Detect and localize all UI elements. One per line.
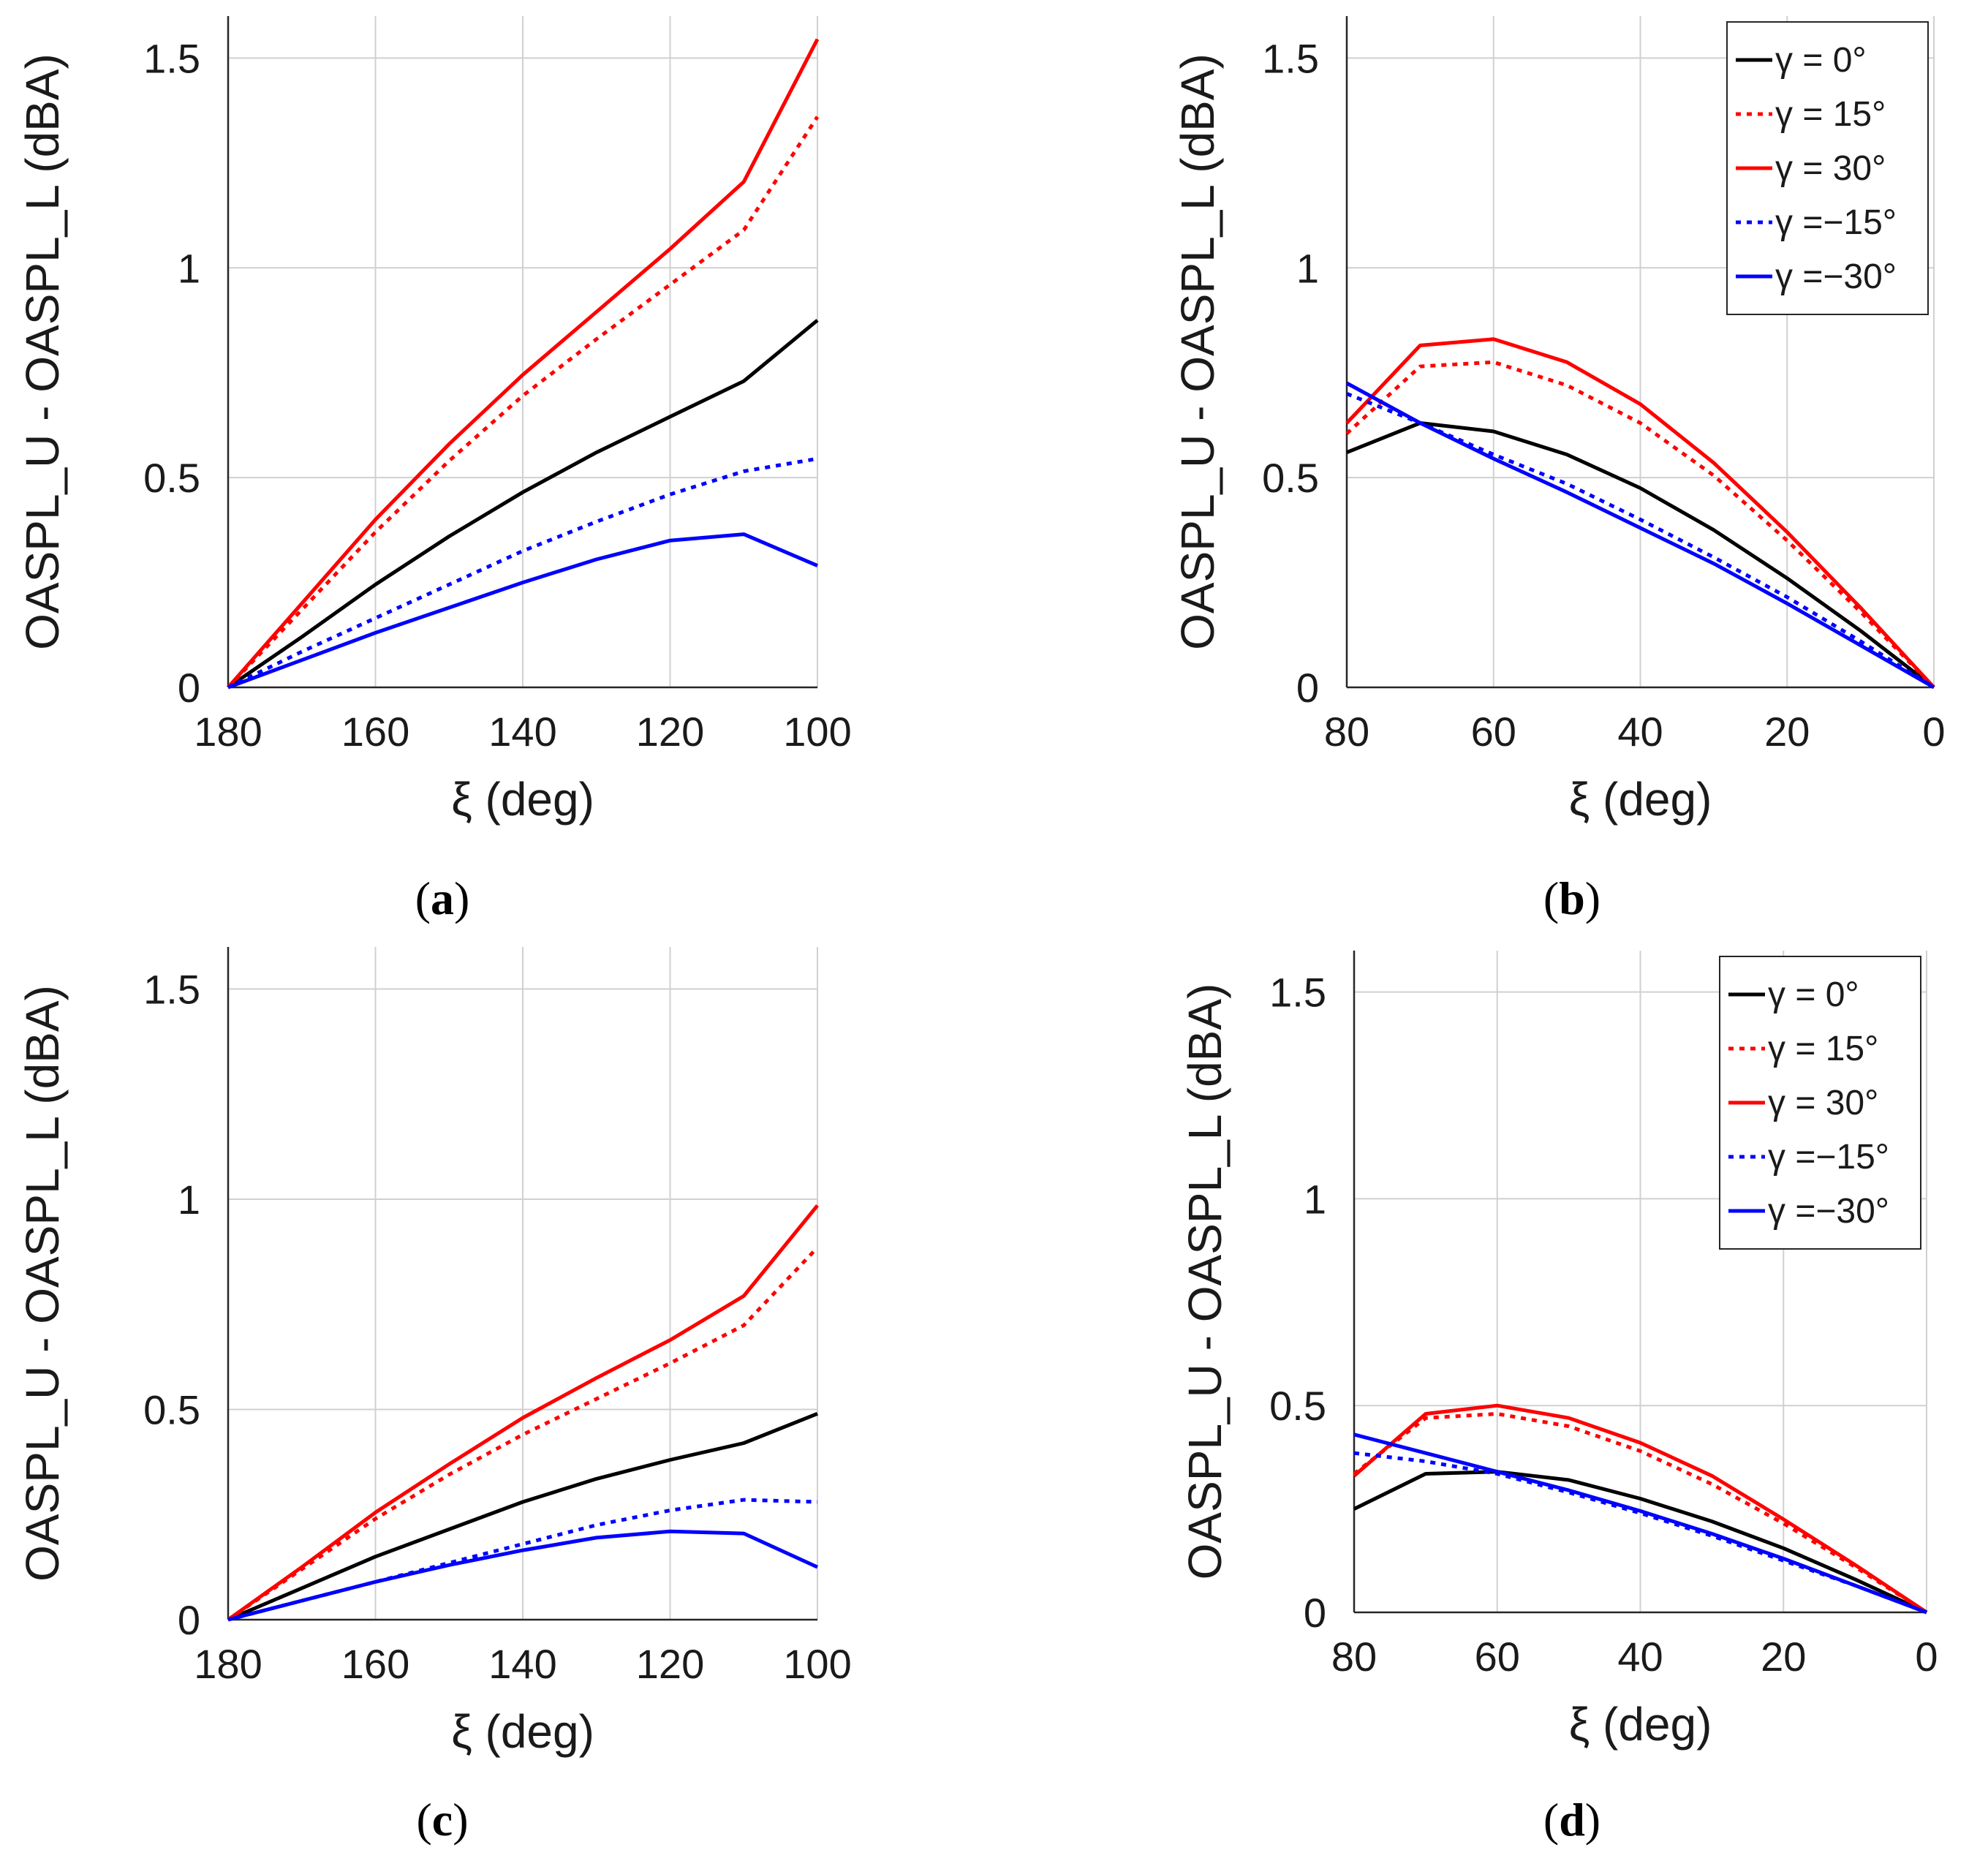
x-tick-label: 180 (194, 1641, 262, 1687)
x-axis-label: ξ (deg) (1569, 773, 1712, 826)
x-tick-label: 60 (1475, 1634, 1520, 1680)
y-axis-label: OASPL_U - OASPL_L (dBA) (1179, 983, 1231, 1580)
panel-label: (c) (416, 1794, 468, 1846)
legend-label: γ = 15° (1768, 1030, 1878, 1068)
panel-label: (a) (415, 872, 470, 924)
legend-label: γ =−15° (1768, 1138, 1889, 1177)
y-tick-label: 0.5 (143, 455, 200, 501)
series-line (227, 532, 818, 690)
legend-label: γ = 0° (1768, 975, 1859, 1014)
y-tick-label: 0 (1296, 665, 1319, 711)
legend: γ = 0° γ = 15° γ = 30° γ =−15° γ =−30° (1726, 21, 1929, 315)
legend-label: γ =−30° (1768, 1192, 1889, 1231)
y-tick-label: 0 (1304, 1590, 1326, 1636)
panel-a: 180 160 140 120 100 0 0.5 1 1.5 ξ (deg) OASPL_U - … (16, 16, 852, 924)
panel-label: (d) (1543, 1794, 1600, 1846)
series-line (1353, 1403, 1928, 1615)
legend: γ = 0° γ = 15° γ = 30° γ =−15° γ =−30° (1719, 956, 1921, 1250)
x-axis-label: ξ (deg) (451, 1705, 594, 1758)
legend-label: γ =−30° (1775, 257, 1897, 296)
x-axis-label: ξ (deg) (1569, 1698, 1712, 1751)
y-tick-label: 1 (178, 245, 200, 291)
x-tick-label: 120 (636, 709, 704, 755)
y-tick-label: 1 (1296, 245, 1319, 291)
panel-b: 80 60 40 20 0 0 0.5 1 1.5 ξ (deg) OASPL_U - OASPL_… (1171, 16, 1946, 924)
series-line (227, 1411, 818, 1622)
series-line (1346, 421, 1935, 689)
series-line (1345, 337, 1935, 689)
series-line (227, 1529, 819, 1622)
x-tick-label: 40 (1617, 709, 1663, 755)
x-tick-label: 100 (783, 709, 851, 755)
x-axis-label: ξ (deg) (451, 773, 594, 826)
x-tick-label: 140 (488, 709, 556, 755)
x-tick-label: 60 (1471, 709, 1516, 755)
series-line (227, 38, 820, 689)
series-line (1345, 360, 1935, 689)
y-tick-label: 0 (178, 1597, 200, 1643)
x-tick-label: 0 (1922, 709, 1945, 755)
y-tick-label: 1 (178, 1177, 200, 1223)
series-line (227, 1204, 819, 1622)
legend-label: γ = 30° (1768, 1084, 1878, 1122)
x-tick-label: 0 (1915, 1634, 1938, 1680)
y-tick-label: 1.5 (143, 967, 200, 1013)
series-line (1353, 1470, 1928, 1615)
panel-letter: b (1559, 872, 1585, 924)
y-axis-label: OASPL_U - OASPL_L (dBA) (16, 985, 69, 1582)
x-tick-label: 140 (488, 1641, 556, 1687)
series-line (1345, 381, 1935, 690)
y-tick-label: 1 (1304, 1176, 1326, 1222)
x-tick-label: 160 (341, 709, 409, 755)
y-axis-label: OASPL_U - OASPL_L (dBA) (16, 53, 69, 650)
x-tick-label: 180 (194, 709, 262, 755)
panel-letter: a (431, 872, 454, 924)
y-tick-label: 1.5 (143, 35, 200, 81)
legend-label: γ = 15° (1775, 95, 1886, 134)
x-tick-label: 40 (1617, 1634, 1663, 1680)
y-axis-label: OASPL_U - OASPL_L (dBA) (1171, 53, 1224, 650)
legend-label: γ = 0° (1775, 41, 1867, 80)
x-tick-label: 100 (783, 1641, 851, 1687)
x-tick-label: 80 (1331, 1634, 1377, 1680)
legend-box (1719, 956, 1921, 1250)
panel-c: 180 160 140 120 100 0 0.5 1 1.5 ξ (deg) OASPL_U - … (16, 947, 852, 1846)
y-tick-label: 0.5 (143, 1387, 200, 1433)
y-tick-label: 1.5 (1262, 35, 1319, 81)
series-line (1346, 392, 1935, 690)
x-tick-label: 20 (1764, 709, 1810, 755)
legend-label: γ = 30° (1775, 149, 1886, 188)
x-tick-label: 160 (341, 1641, 409, 1687)
panel-letter: c (432, 1794, 453, 1846)
series-line (1353, 1432, 1927, 1615)
x-tick-label: 120 (636, 1641, 704, 1687)
x-tick-label: 20 (1761, 1634, 1806, 1680)
panel-label: (b) (1543, 872, 1600, 924)
legend-label: γ =−15° (1775, 203, 1897, 242)
y-tick-label: 0.5 (1262, 455, 1319, 501)
y-tick-label: 0.5 (1269, 1383, 1326, 1429)
x-tick-label: 80 (1324, 709, 1369, 755)
panel-d: 80 60 40 20 0 0 0.5 1 1.5 ξ (deg) OASPL_U - OASPL_… (1179, 951, 1938, 1846)
panel-letter: d (1559, 1794, 1585, 1846)
series-line (227, 319, 819, 690)
series-line (227, 116, 820, 689)
series-line (1353, 1412, 1928, 1615)
y-tick-label: 1.5 (1269, 970, 1326, 1016)
y-tick-label: 0 (178, 665, 200, 711)
